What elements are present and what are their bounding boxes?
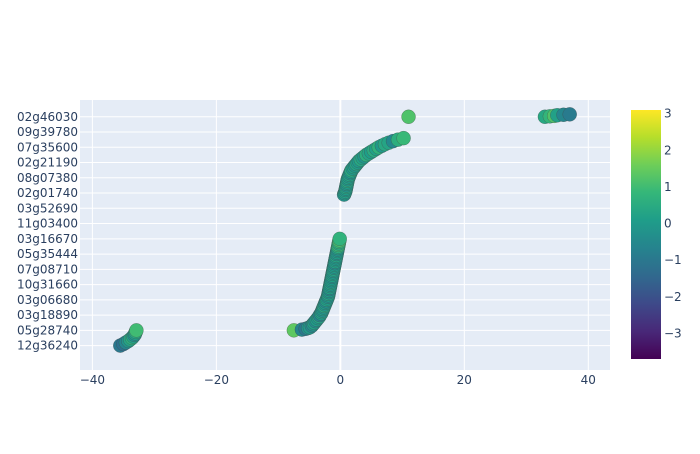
x-tick-label: −20: [204, 373, 229, 387]
y-tick-label: 03g06680: [17, 293, 78, 307]
x-tick-label: −40: [80, 373, 105, 387]
y-tick-label: 02g46030: [17, 110, 78, 124]
y-tick-label: 11g03400: [17, 217, 78, 231]
colorbar-gradient: [631, 110, 661, 359]
data-point: [332, 231, 347, 247]
x-tick-label: 20: [457, 373, 472, 387]
y-tick-label: 09g39780: [17, 125, 78, 139]
colorbar: 3 2 1 0 −1 −2 −3: [631, 107, 682, 359]
colorbar-tick-label: −1: [664, 253, 682, 267]
y-tick-label: 07g35600: [17, 140, 78, 154]
y-tick-label: 03g18890: [17, 308, 78, 322]
x-tick-label: 0: [337, 373, 345, 387]
y-tick-label: 07g08710: [17, 262, 78, 276]
y-tick-label: 03g52690: [17, 201, 78, 215]
data-point: [129, 323, 144, 338]
points-layer: [113, 107, 577, 353]
y-tick-label: 08g07380: [17, 171, 78, 185]
colorbar-tick-label: 1: [664, 180, 672, 194]
data-point: [401, 109, 416, 125]
y-tick-label: 12g36240: [17, 339, 78, 353]
x-tick-label: 40: [581, 373, 596, 387]
y-tick-label: 03g16670: [17, 232, 78, 246]
y-tick-label: 05g35444: [17, 247, 78, 261]
data-point: [396, 130, 411, 146]
colorbar-tick-label: 3: [664, 107, 672, 121]
y-axis-ticks: 12g36240 05g2874003g1889003g0668010g31660…: [17, 110, 78, 353]
x-axis-ticks: −40 −20 0 20 40: [80, 373, 596, 387]
y-tick-label: 05g28740: [17, 323, 78, 337]
colorbar-tick-label: −2: [664, 290, 682, 304]
colorbar-ticks: 3 2 1 0 −1 −2 −3: [664, 107, 682, 341]
colorbar-tick-label: 0: [664, 217, 672, 231]
data-point: [562, 107, 577, 122]
y-tick-label: 10g31660: [17, 278, 78, 292]
colorbar-tick-label: −3: [664, 326, 682, 340]
colorbar-tick-label: 2: [664, 143, 672, 157]
y-tick-label: 02g21190: [17, 156, 78, 170]
y-tick-label: 02g01740: [17, 186, 78, 200]
grid-layer: [80, 100, 610, 370]
